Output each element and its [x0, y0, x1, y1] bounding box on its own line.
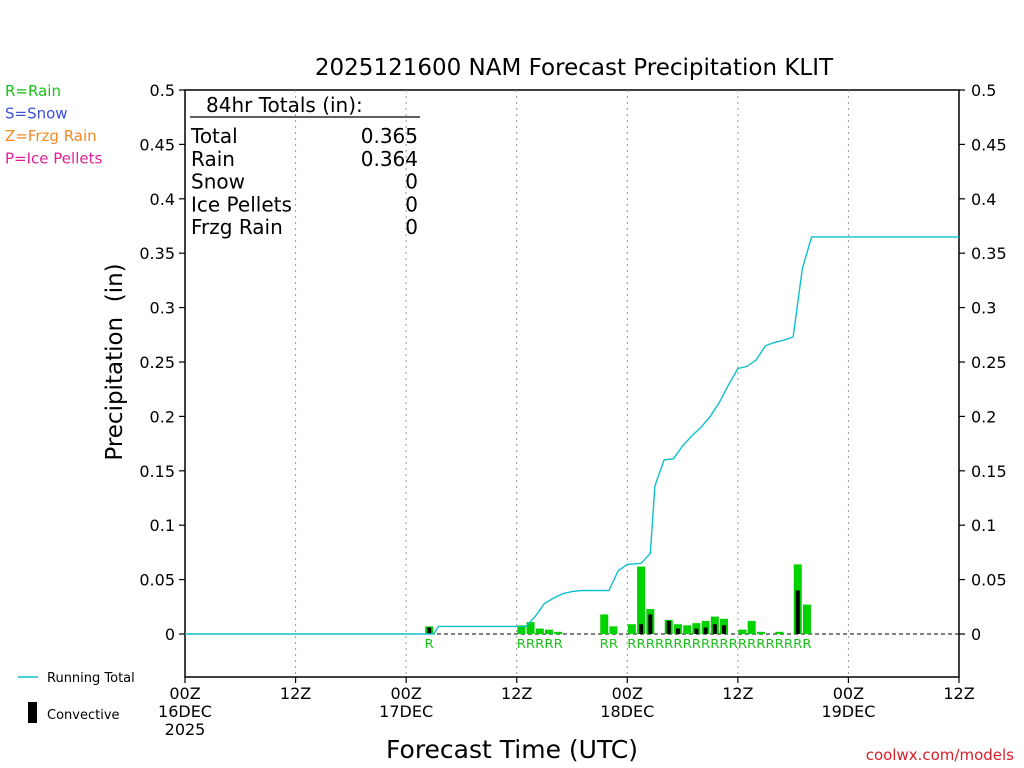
convective-bar [675, 628, 680, 634]
y-tick-label-right: 0.05 [971, 571, 1007, 590]
precip-bar [738, 629, 747, 634]
precip-bar [526, 622, 535, 634]
totals-row-label: Rain [191, 147, 235, 171]
y-tick-label-right: 0.25 [971, 353, 1007, 372]
y-tick-label-right: 0.1 [971, 516, 996, 535]
running-total-line [185, 236, 959, 635]
x-tick-label: 2025 [165, 720, 206, 739]
ptype-legend-item: R=Rain [5, 82, 61, 100]
ptype-marker: RRRRRRRRRRRRRRRR [664, 637, 811, 651]
convective-bar [703, 627, 708, 634]
totals-heading: 84hr Totals (in): [206, 93, 363, 117]
credit-text: coolwx.com/models [866, 746, 1014, 764]
precip-bar [554, 631, 563, 634]
precip-bar [609, 626, 618, 634]
series-legend: Running Total Convective [18, 671, 135, 723]
x-tick-label: 12Z [280, 684, 311, 703]
vertical-grid [295, 90, 849, 677]
y-axis-label: Precipitation (in) [102, 263, 128, 460]
precip-bar [683, 625, 692, 634]
totals-row-value: 0 [405, 215, 418, 239]
y-tick-label: 0 [165, 625, 175, 644]
precip-bar [802, 604, 811, 634]
x-tick-label: 00Z [390, 684, 421, 703]
precip-bar [756, 631, 765, 634]
x-tick-label: 12Z [722, 684, 753, 703]
convective-bar [639, 624, 644, 634]
y-tick-label: 0.3 [150, 299, 175, 318]
y-tick-label: 0.45 [139, 135, 175, 154]
y-tick-label-right: 0.45 [971, 135, 1007, 154]
convective-legend-label: Convective [47, 708, 120, 723]
y-tick-label: 0.25 [139, 353, 175, 372]
x-tick-label: 00Z [833, 684, 864, 703]
y-axis-left: 0 0.05 0.1 0.15 0.2 0.25 0.3 0.35 0.4 0.45 0.5 [139, 81, 185, 644]
y-axis-right: 0 0.05 0.1 0.15 0.2 0.25 0.3 0.35 0.4 0.45 0.5 [959, 81, 1007, 644]
x-tick-label: 00Z [169, 684, 200, 703]
x-axis-label: Forecast Time (UTC) [386, 735, 638, 764]
y-tick-label: 0.35 [139, 244, 175, 263]
ptype-marker: R [425, 637, 434, 651]
precip-bar [517, 625, 526, 634]
precip-bar [544, 629, 553, 634]
running-total-legend-label: Running Total [47, 671, 135, 686]
y-tick-label-right: 0.5 [971, 81, 996, 100]
x-tick-label: 16DEC [158, 702, 212, 721]
ptype-marker: RR [600, 637, 618, 651]
totals-row-label: Total [190, 124, 238, 148]
ptype-legend-item: P=Ice Pellets [5, 150, 102, 168]
convective-bar [648, 614, 653, 634]
convective-bar [712, 624, 717, 634]
y-tick-label: 0.5 [150, 81, 175, 100]
precip-bar [747, 620, 756, 634]
ptype-legend: R=Rain S=Snow Z=Frzg Rain P=Ice Pellets [5, 82, 102, 168]
chart-title: 2025121600 NAM Forecast Precipitation KL… [315, 55, 834, 81]
y-tick-label: 0.05 [139, 571, 175, 590]
totals-row-label: Ice Pellets [191, 192, 292, 216]
y-tick-label: 0.4 [150, 190, 175, 209]
totals-box: 84hr Totals (in): Total 0.365 Rain 0.364 Sno… [190, 93, 420, 239]
y-tick-label-right: 0.3 [971, 299, 996, 318]
x-tick-label: 17DEC [379, 702, 433, 721]
y-tick-label-right: 0.15 [971, 462, 1007, 481]
totals-row-value: 0.364 [361, 147, 418, 171]
plot-frame [184, 89, 960, 678]
totals-row-label: Frzg Rain [191, 215, 283, 239]
convective-bar [795, 590, 800, 634]
y-tick-label: 0.1 [150, 516, 175, 535]
convective-legend-swatch [28, 702, 37, 723]
precip-bar [637, 566, 646, 634]
ptype-marker: RRRRR [517, 637, 563, 651]
precip-bar [627, 624, 636, 634]
ptype-markers: R RRRRR RR RRRR RRRRRRRRRRRRRRRR [425, 637, 812, 651]
ptype-legend-item: S=Snow [5, 105, 68, 123]
y-tick-label: 0.2 [150, 407, 175, 426]
ptype-marker: RRRR [627, 637, 664, 651]
totals-row-value: 0 [405, 192, 418, 216]
precip-bar [775, 631, 784, 634]
x-tick-label: 18DEC [600, 702, 654, 721]
precip-bars [425, 564, 811, 634]
y-tick-label-right: 0.35 [971, 244, 1007, 263]
x-tick-label: 12Z [943, 684, 974, 703]
totals-row-label: Snow [191, 170, 245, 194]
convective-bar [722, 625, 727, 634]
y-tick-label: 0.15 [139, 462, 175, 481]
convective-bar [427, 627, 432, 634]
convective-bar [666, 620, 671, 634]
x-tick-label: 19DEC [821, 702, 875, 721]
precip-bar [535, 628, 544, 634]
totals-row-value: 0 [405, 170, 418, 194]
y-tick-label-right: 0.2 [971, 407, 996, 426]
precip-bar [600, 614, 609, 634]
convective-bar [694, 628, 699, 634]
x-tick-label: 12Z [501, 684, 532, 703]
ptype-legend-item: Z=Frzg Rain [5, 127, 97, 145]
y-tick-label-right: 0 [971, 625, 981, 644]
y-tick-label-right: 0.4 [971, 190, 996, 209]
totals-row-value: 0.365 [361, 124, 418, 148]
x-tick-label: 00Z [612, 684, 643, 703]
